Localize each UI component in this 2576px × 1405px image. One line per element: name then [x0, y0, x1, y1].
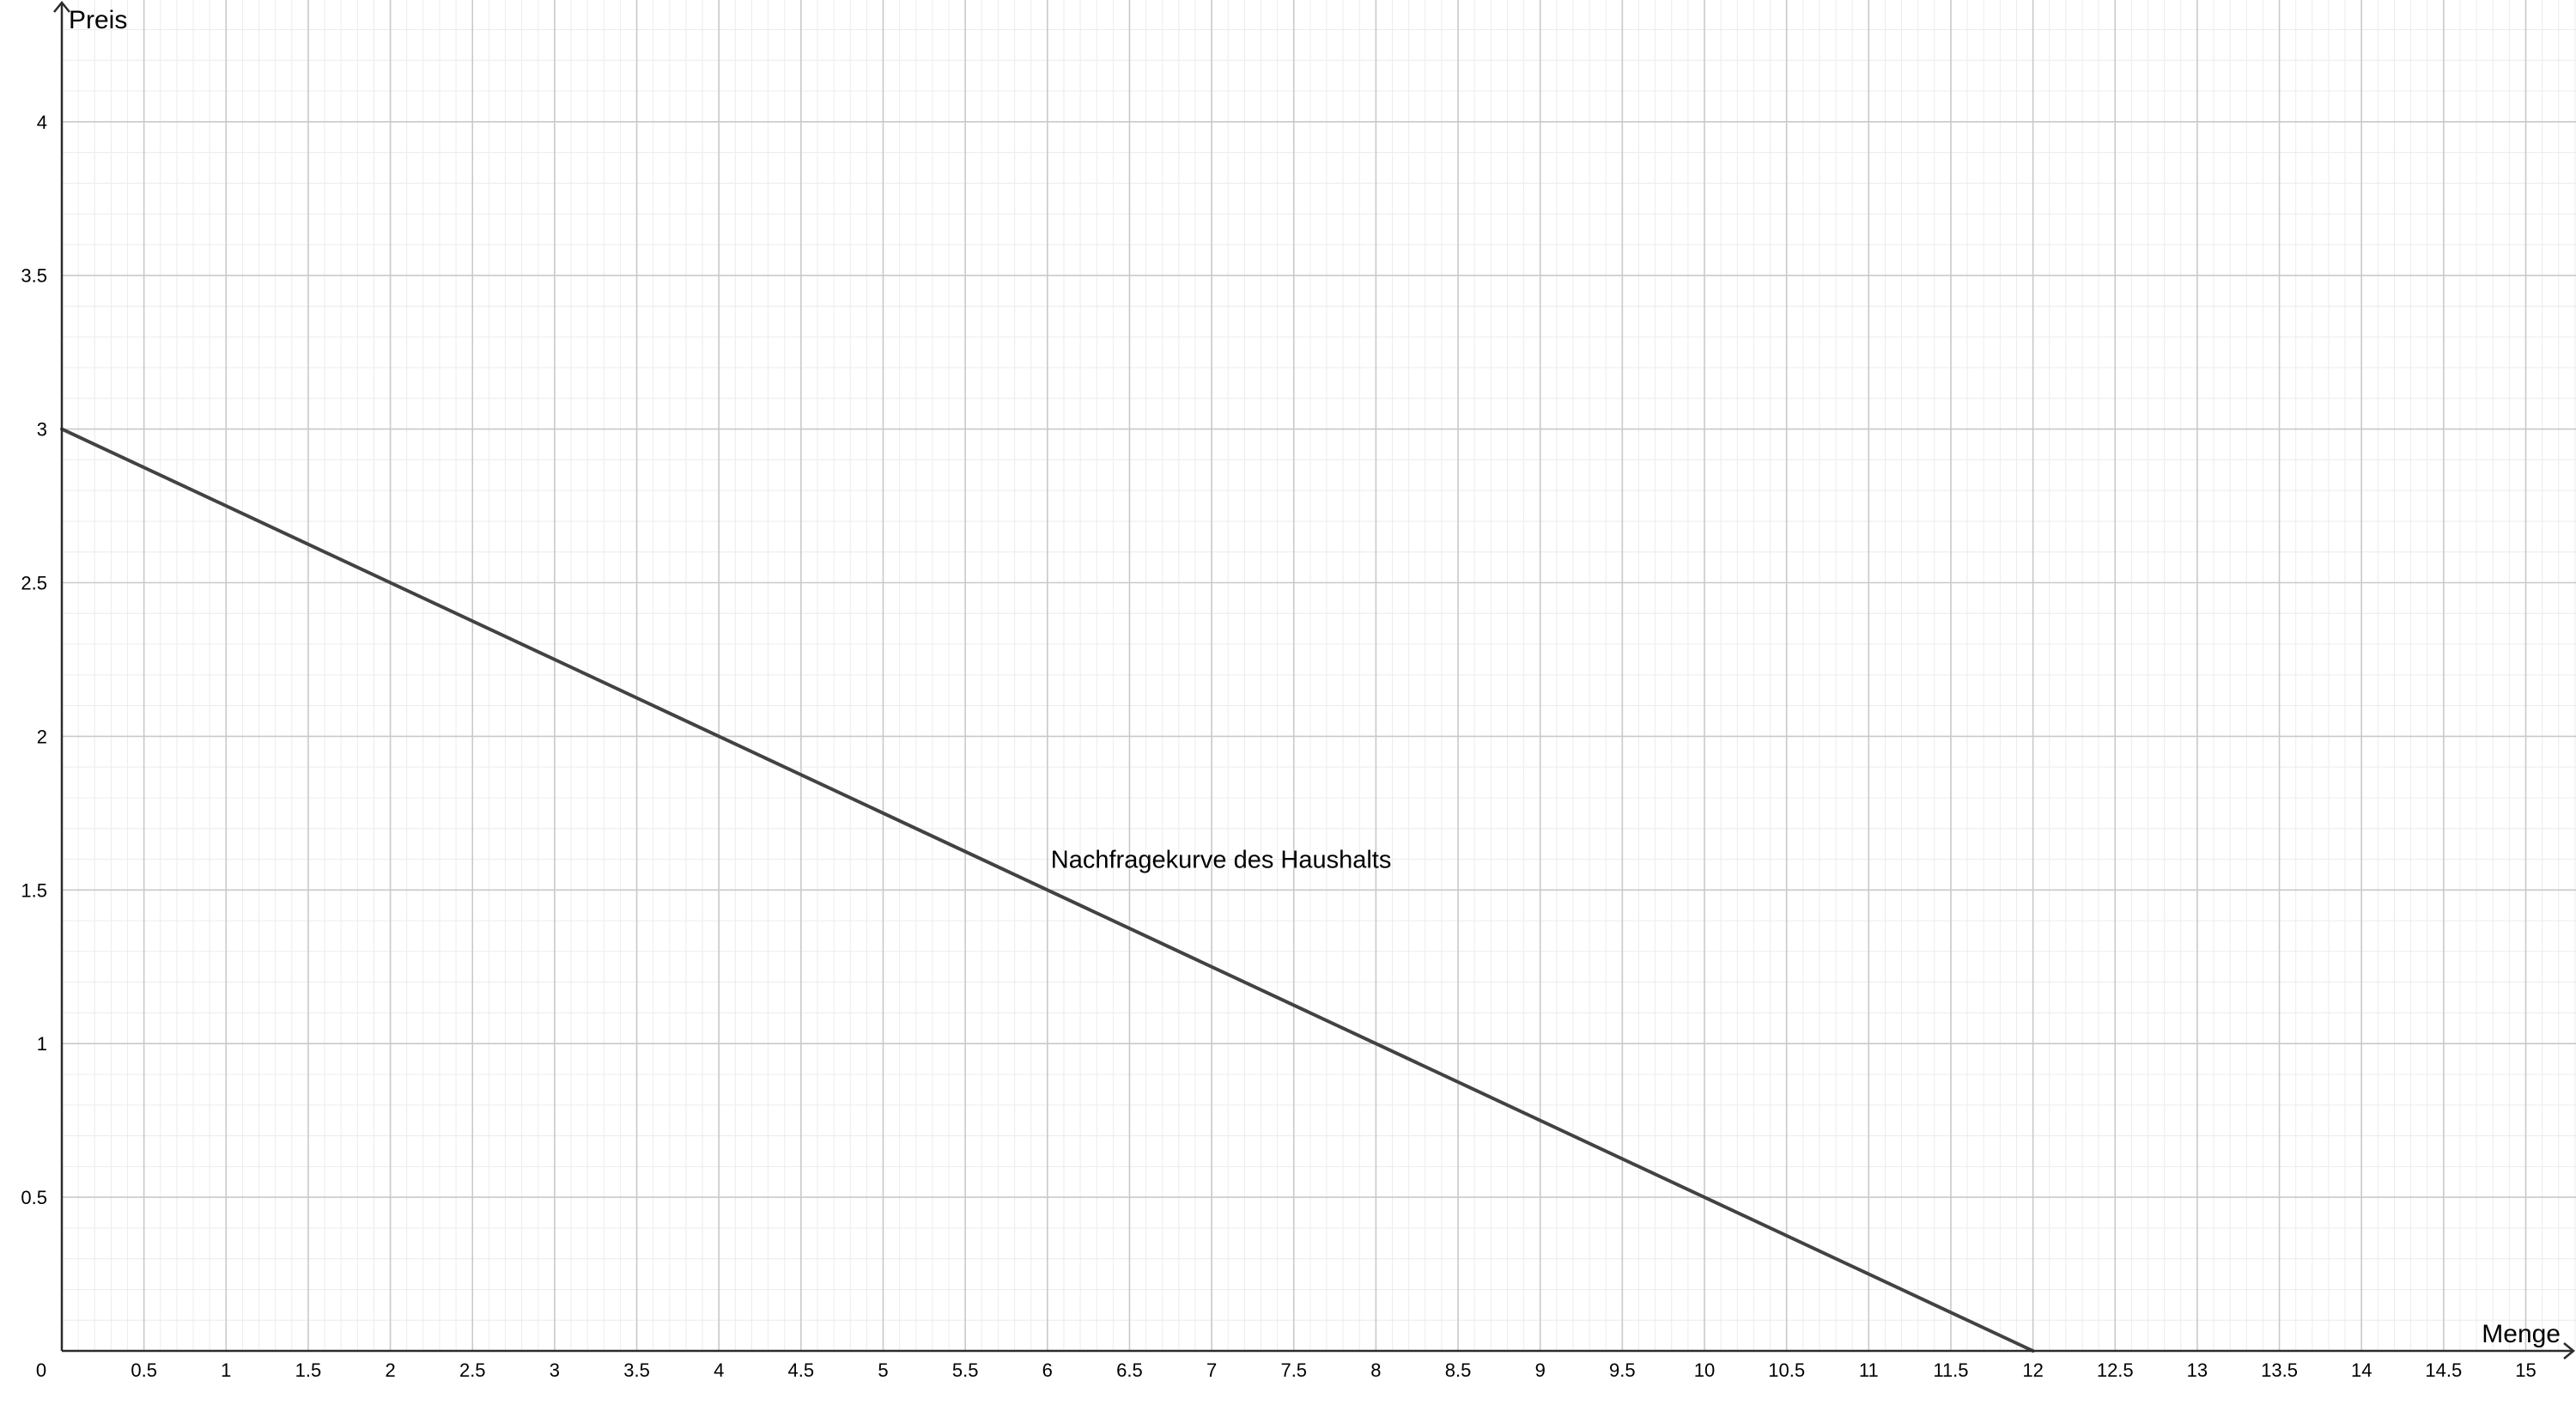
y-axis-arrow-icon: [53, 1, 70, 13]
x-tick-label: 4.5: [788, 1359, 815, 1381]
x-tick-label: 9: [1535, 1359, 1546, 1381]
series-layer: [60, 427, 2035, 1353]
x-tick-label: 6.5: [1116, 1359, 1143, 1381]
y-tick-label: 3.5: [21, 265, 47, 287]
y-tick-label: 3: [37, 419, 47, 441]
x-tick-label: 0: [36, 1359, 46, 1381]
y-tick-label: 0.5: [21, 1187, 47, 1208]
y-tick-label: 1.5: [21, 879, 47, 901]
x-tick-label: 10: [1694, 1359, 1715, 1381]
major-gridlines: [62, 0, 2576, 1351]
tick-labels: 0 0.5 1 1.5 2 2.5 3 3.5 4 4.5 5 5.5 6 6.5 7 7.5 8 8.5 9 9.5…: [21, 112, 2536, 1381]
x-tick-label: 5: [878, 1359, 888, 1381]
x-tick-label: 2.5: [459, 1359, 486, 1381]
y-tick-label: 4: [37, 112, 47, 133]
x-tick-label: 3: [550, 1359, 560, 1381]
x-tick-label: 11: [1859, 1359, 1879, 1381]
x-tick-label: 0.5: [131, 1359, 157, 1381]
x-tick-label: 3.5: [623, 1359, 650, 1381]
x-axis-arrow-icon: [2563, 1342, 2575, 1359]
x-tick-label: 7.5: [1280, 1359, 1307, 1381]
x-tick-label: 9.5: [1609, 1359, 1636, 1381]
x-tick-label: 12.5: [2097, 1359, 2134, 1381]
x-tick-label: 13.5: [2261, 1359, 2298, 1381]
y-tick-label: 2: [37, 726, 47, 747]
y-axis-label: Preis: [69, 6, 127, 34]
x-tick-label: 5.5: [952, 1359, 979, 1381]
x-tick-label: 14.5: [2425, 1359, 2462, 1381]
x-tick-label: 8: [1370, 1359, 1381, 1381]
x-axis-label: Menge: [2482, 1320, 2561, 1348]
curve-annotation: Nachfragekurve des Haushalts: [1051, 846, 1392, 873]
x-tick-label: 4: [714, 1359, 724, 1381]
x-tick-label: 1.5: [295, 1359, 322, 1381]
y-tick-label: 2.5: [21, 573, 47, 594]
x-tick-label: 2: [385, 1359, 395, 1381]
x-tick-label: 8.5: [1445, 1359, 1472, 1381]
y-tick-label: 1: [37, 1033, 47, 1055]
x-tick-label: 7: [1206, 1359, 1217, 1381]
x-tick-label: 15: [2515, 1359, 2536, 1381]
demand-curve-line: [60, 427, 2035, 1353]
axes-layer: [53, 1, 2575, 1359]
x-tick-label: 1: [221, 1359, 231, 1381]
minor-gridlines: [62, 0, 2576, 1351]
x-tick-label: 6: [1042, 1359, 1053, 1381]
x-tick-label: 11.5: [1933, 1359, 1968, 1381]
x-tick-label: 14: [2351, 1359, 2372, 1381]
x-tick-label: 10.5: [1768, 1359, 1805, 1381]
x-tick-label: 13: [2187, 1359, 2208, 1381]
x-tick-label: 12: [2022, 1359, 2043, 1381]
